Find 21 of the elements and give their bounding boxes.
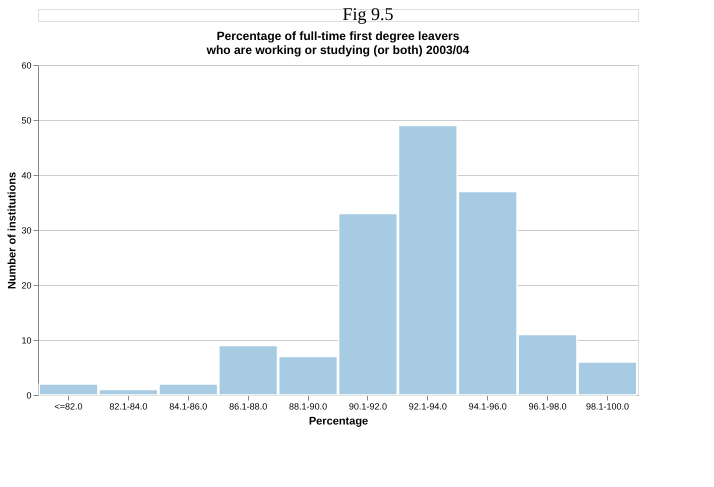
y-tick-label: 40	[21, 170, 32, 180]
y-tick-label: 0	[26, 390, 32, 400]
y-tick-label: 10	[21, 336, 32, 346]
x-tick-label: 96.1-98.0	[528, 402, 567, 412]
x-tick-label: 94.1-96.0	[468, 402, 507, 412]
x-tick-label: <=82.0	[54, 402, 83, 412]
caption: Fig 9.5	[342, 4, 394, 24]
y-axis-title: Number of institutions	[6, 172, 18, 290]
x-tick-label: 90.1-92.0	[348, 402, 387, 412]
x-tick-label: 84.1-86.0	[169, 402, 208, 412]
y-tick-label: 20	[21, 280, 32, 290]
x-tick-label: 82.1-84.0	[109, 402, 148, 412]
y-tick-label: 60	[21, 60, 32, 70]
y-tick-label: 30	[21, 226, 32, 236]
x-tick-label: 92.1-94.0	[408, 402, 447, 412]
x-tick-label: 86.1-88.0	[229, 402, 268, 412]
x-tick-label: 88.1-90.0	[289, 402, 328, 412]
chart-title: Percentage of full-time first degree leavers who are working or studying (or both) 2003/04	[206, 29, 470, 57]
x-axis-title: Percentage	[308, 416, 368, 428]
x-tick-label: 98.1-100.0	[586, 402, 629, 412]
y-tick-label: 50	[21, 116, 32, 126]
